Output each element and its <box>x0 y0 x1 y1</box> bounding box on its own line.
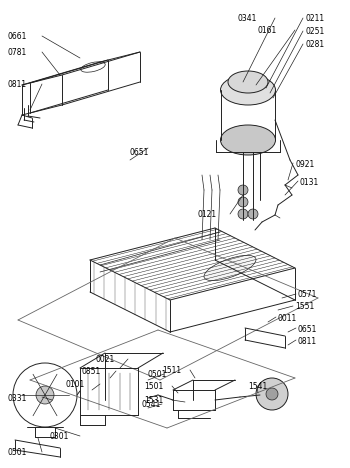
Ellipse shape <box>220 75 275 105</box>
Ellipse shape <box>228 71 268 93</box>
Circle shape <box>266 388 278 400</box>
Text: 0131: 0131 <box>300 178 319 187</box>
Text: 1541: 1541 <box>248 382 267 391</box>
Text: 0781: 0781 <box>8 48 27 57</box>
Text: 0281: 0281 <box>305 40 324 49</box>
Text: 0811: 0811 <box>8 80 27 89</box>
Circle shape <box>248 209 258 219</box>
Text: 0501: 0501 <box>8 448 27 457</box>
Text: 1511: 1511 <box>162 366 181 375</box>
Text: 0811: 0811 <box>298 337 317 346</box>
Text: 0331: 0331 <box>8 394 27 403</box>
Text: 0121: 0121 <box>198 210 217 219</box>
Text: 0661: 0661 <box>8 32 27 41</box>
Circle shape <box>238 197 248 207</box>
Ellipse shape <box>204 256 256 281</box>
Text: 1551: 1551 <box>295 302 314 311</box>
Circle shape <box>36 386 54 404</box>
Text: 0651: 0651 <box>130 148 149 157</box>
Text: 0851: 0851 <box>82 367 101 376</box>
Text: 0251: 0251 <box>305 27 324 36</box>
Text: 0541: 0541 <box>142 400 161 409</box>
Text: 0501: 0501 <box>148 370 167 379</box>
Text: 0921: 0921 <box>295 160 314 169</box>
Ellipse shape <box>220 125 275 155</box>
Circle shape <box>256 378 288 410</box>
Text: 1531: 1531 <box>144 396 163 405</box>
Text: 0101: 0101 <box>65 380 84 389</box>
Text: 0571: 0571 <box>298 290 317 299</box>
Text: 0341: 0341 <box>238 14 257 23</box>
Circle shape <box>238 209 248 219</box>
Text: 0211: 0211 <box>305 14 324 23</box>
Text: 0011: 0011 <box>278 314 297 323</box>
Circle shape <box>238 185 248 195</box>
Text: 1501: 1501 <box>144 382 163 391</box>
Text: 0161: 0161 <box>258 26 277 35</box>
Text: 0651: 0651 <box>298 325 317 334</box>
Text: 0021: 0021 <box>95 355 114 364</box>
Text: 0301: 0301 <box>50 432 69 441</box>
